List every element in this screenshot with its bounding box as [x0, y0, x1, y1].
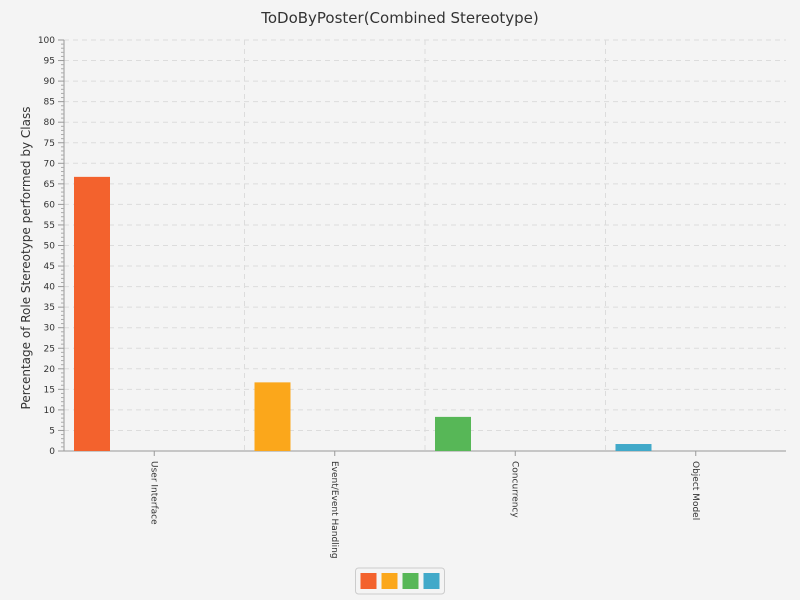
y-tick-label: 50 — [44, 242, 56, 252]
legend — [355, 567, 445, 595]
bar-concurrency — [435, 416, 471, 451]
bar-event-event-handling — [254, 382, 291, 451]
bar-user-interface — [74, 176, 110, 451]
legend-swatch — [423, 573, 440, 589]
y-tick-label: 60 — [44, 200, 56, 210]
y-tick-label: 85 — [44, 98, 55, 108]
chart-title: ToDoByPoster(Combined Stereotype) — [260, 9, 539, 27]
y-axis-ticks: 0 5 10 15 20 25 30 35 40 45 50 55 60 65 70 75 80 85 90 95 10… — [38, 36, 64, 457]
y-tick-label: 45 — [44, 262, 55, 272]
y-tick-label: 35 — [44, 303, 55, 313]
y-tick-label: 0 — [49, 447, 55, 457]
y-tick-label: 100 — [38, 36, 55, 46]
y-tick-label: 40 — [44, 283, 56, 293]
y-axis-label: Percentage of Role Stereotype performed … — [19, 107, 33, 410]
y-tick-label: 75 — [44, 139, 55, 149]
grid-lines — [64, 39, 786, 451]
x-category-label: Event/Event Handling — [329, 461, 339, 559]
legend-box — [355, 567, 445, 595]
y-tick-label: 95 — [44, 57, 55, 67]
y-tick-label: 90 — [44, 77, 56, 87]
x-axis-category-labels: User Interface Event/Event Handling Concur… — [148, 461, 700, 559]
y-tick-label: 30 — [44, 324, 56, 334]
legend-swatch — [381, 573, 398, 589]
y-tick-label: 55 — [44, 221, 55, 231]
x-category-label: Object Model — [690, 461, 700, 520]
legend-swatch — [360, 573, 377, 589]
x-category-label: User Interface — [148, 461, 158, 525]
y-tick-label: 70 — [44, 159, 56, 169]
y-tick-label: 15 — [44, 385, 55, 395]
y-tick-label: 10 — [44, 406, 56, 416]
y-tick-label: 80 — [44, 118, 56, 128]
bars — [74, 176, 652, 451]
y-tick-label: 65 — [44, 180, 55, 190]
y-tick-label: 25 — [44, 344, 55, 354]
bar-object-model — [615, 444, 652, 451]
y-tick-label: 5 — [49, 426, 55, 436]
y-tick-label: 20 — [44, 365, 56, 375]
x-category-label: Concurrency — [509, 461, 519, 518]
legend-swatch — [402, 573, 419, 589]
